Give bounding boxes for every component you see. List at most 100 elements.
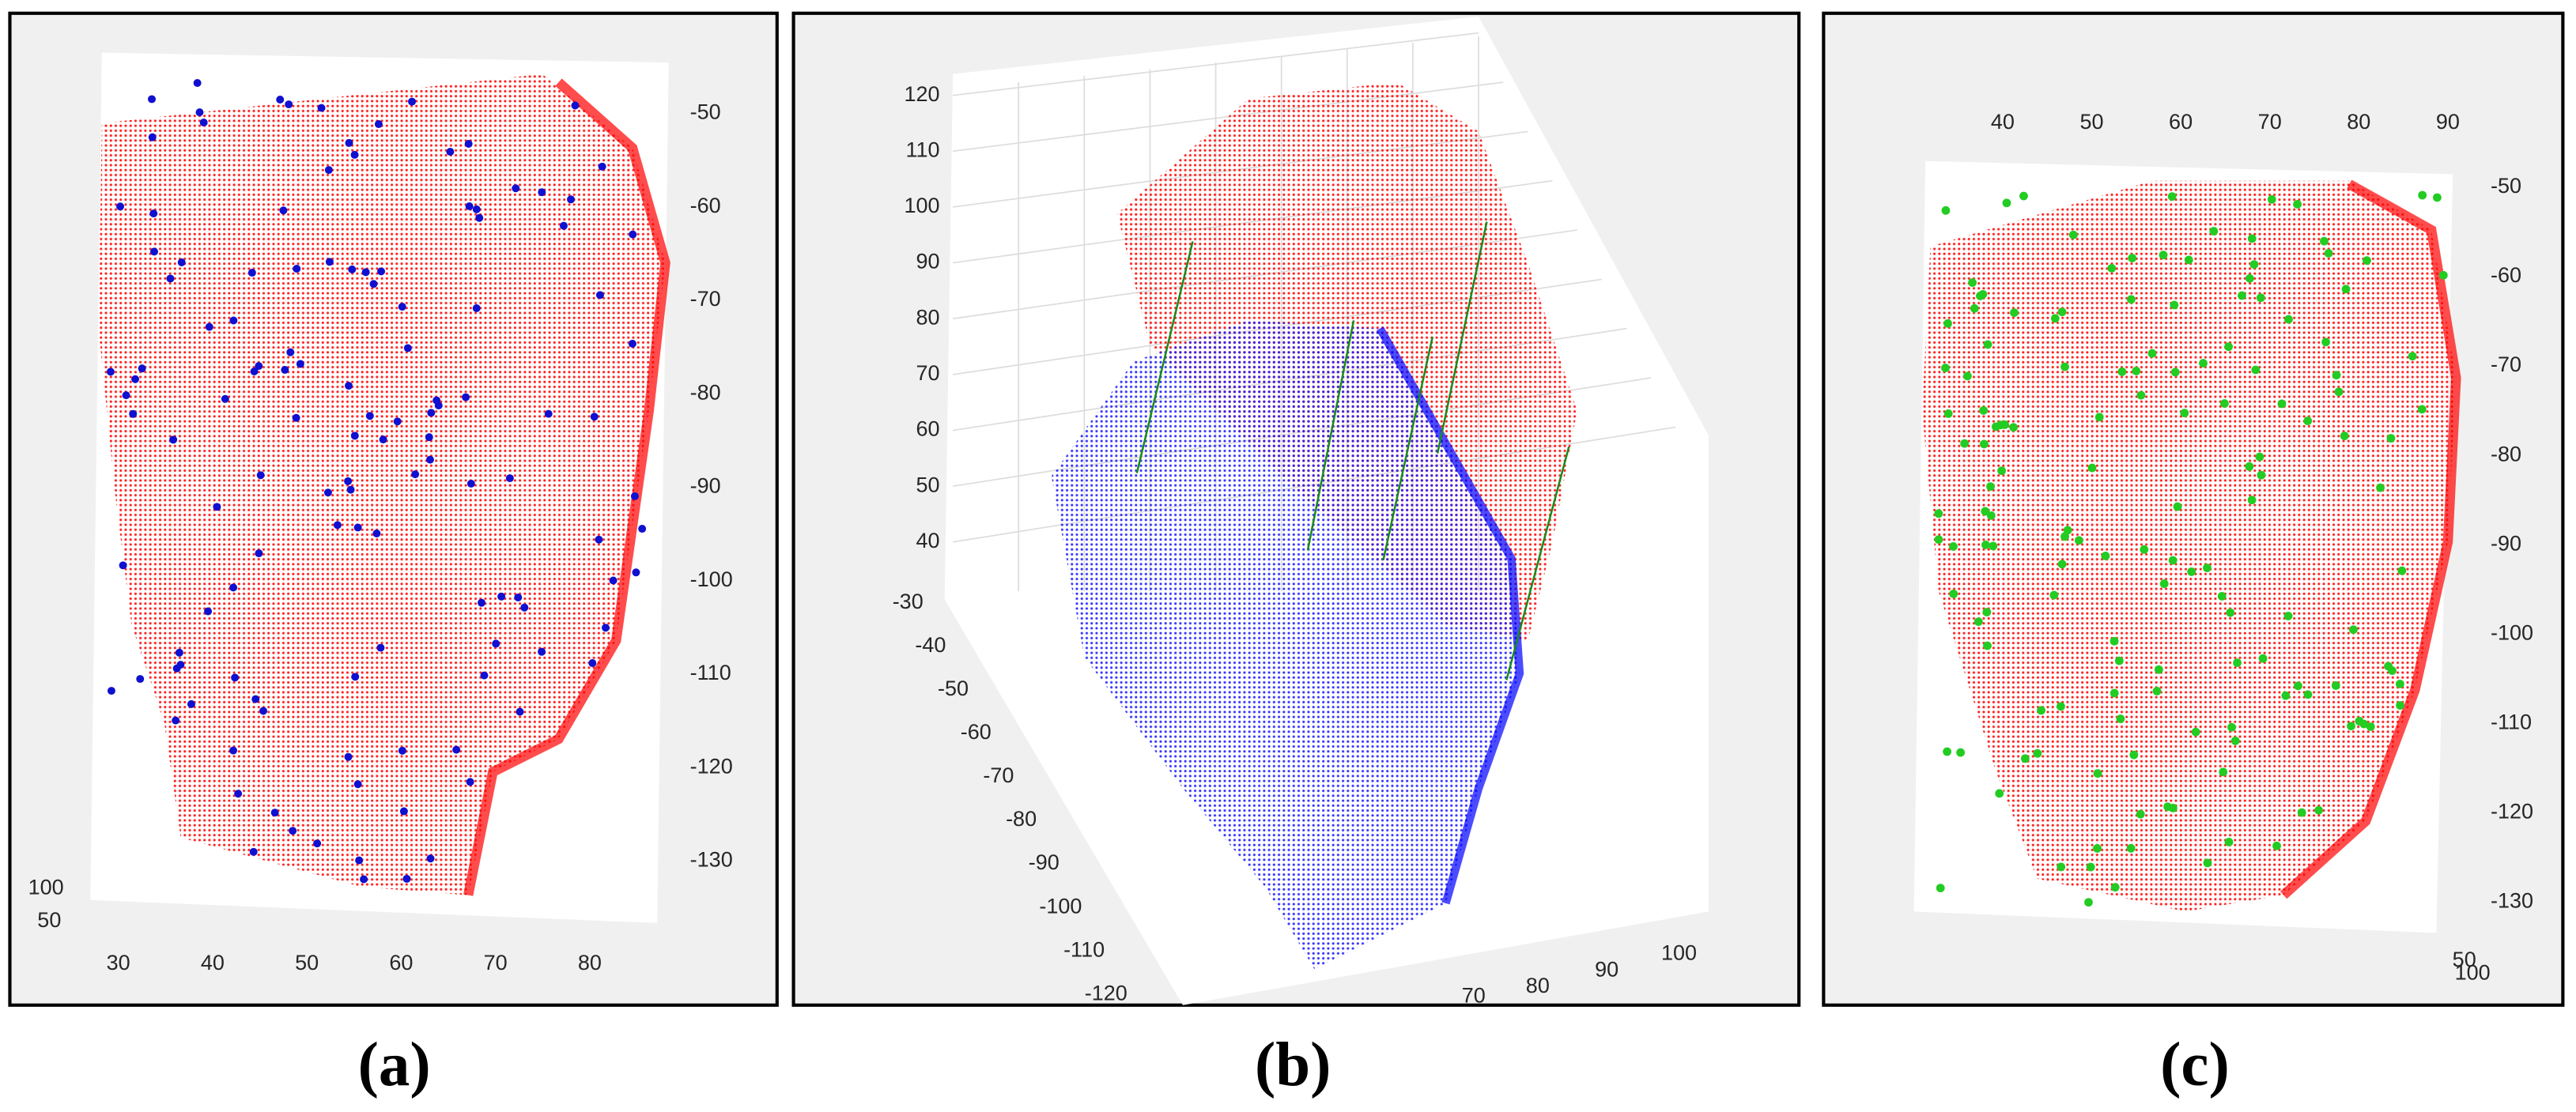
landmark: [2057, 560, 2067, 569]
landmark: [402, 874, 411, 883]
landmark: [281, 366, 289, 375]
landmark: [512, 184, 520, 193]
landmark: [344, 752, 353, 761]
landmark: [2203, 858, 2212, 868]
landmark: [399, 807, 408, 816]
tick-label: -130: [690, 847, 733, 871]
landmark: [426, 854, 435, 863]
tick-label: 70: [2258, 110, 2282, 134]
landmark: [231, 673, 240, 682]
tick-label: 80: [2347, 110, 2370, 134]
landmark: [452, 745, 461, 754]
landmark: [2224, 342, 2233, 352]
point-cloud-edge: [2279, 179, 2461, 899]
landmark: [1986, 511, 1996, 520]
tick-label: 70: [916, 361, 939, 385]
landmark: [1979, 439, 1989, 449]
tick-label: 80: [916, 305, 939, 329]
tick-label: -50: [938, 677, 969, 700]
landmark: [2359, 719, 2369, 729]
landmark: [567, 195, 575, 204]
landmark: [472, 303, 481, 312]
landmark: [172, 716, 180, 725]
landmark: [2074, 536, 2083, 545]
landmark: [2363, 256, 2371, 266]
landmark: [2168, 804, 2178, 812]
landmark: [1970, 303, 1979, 313]
landmark: [472, 205, 481, 213]
landmark: [398, 746, 406, 755]
landmark: [2272, 841, 2281, 850]
landmark: [1997, 466, 2007, 476]
landmark: [2303, 690, 2313, 699]
landmark: [2060, 362, 2069, 371]
landmark: [2321, 337, 2330, 347]
landmark: [205, 322, 213, 331]
landmark: [2303, 417, 2313, 425]
landmark: [286, 348, 295, 356]
landmark: [1974, 617, 1983, 627]
landmark: [175, 648, 183, 657]
landmark: [2284, 315, 2293, 324]
landmark: [478, 598, 486, 607]
landmark: [2220, 399, 2229, 408]
tick-label: -50: [2491, 174, 2521, 198]
landmark: [2395, 680, 2404, 688]
landmark: [2057, 702, 2065, 711]
landmark: [2433, 193, 2442, 202]
landmark: [2438, 270, 2448, 280]
tick-label: -40: [915, 633, 946, 657]
landmark: [544, 409, 553, 418]
tick-label: 80: [578, 951, 602, 974]
landmark: [251, 695, 260, 703]
landmark: [2159, 251, 2168, 260]
landmark: [2068, 230, 2078, 239]
landmark: [376, 643, 385, 652]
tick-label: 40: [916, 529, 939, 552]
landmark: [590, 413, 599, 421]
landmark: [377, 267, 386, 276]
landmark: [2170, 368, 2180, 377]
landmark: [2283, 611, 2293, 620]
landmark: [2132, 367, 2141, 375]
landmark: [259, 707, 268, 715]
landmark: [2093, 844, 2102, 853]
landmark: [199, 119, 208, 127]
landmark: [598, 162, 606, 171]
landmark: [2101, 552, 2110, 560]
landmark: [2060, 532, 2069, 541]
landmark: [325, 258, 334, 266]
landmark: [2191, 727, 2200, 737]
landmark: [2384, 662, 2393, 671]
landmark: [195, 108, 204, 117]
tick-label: 120: [904, 82, 939, 106]
landmark: [285, 100, 293, 109]
landmark: [1960, 439, 1970, 448]
tick-label: 40: [1991, 110, 2015, 134]
landmark: [279, 206, 288, 215]
landmark: [2152, 687, 2162, 695]
landmark: [628, 339, 636, 348]
landmark: [1983, 641, 1992, 650]
landmark: [2417, 405, 2427, 414]
landmark: [629, 230, 637, 239]
landmark: [2247, 234, 2257, 243]
landmark: [2159, 579, 2169, 588]
point-cloud: [1051, 320, 1520, 970]
landmark: [480, 671, 489, 680]
landmark: [403, 344, 412, 352]
landmark: [1943, 319, 1952, 328]
tick-label: -100: [690, 567, 733, 591]
tick-label: -130: [2491, 888, 2533, 912]
landmark: [148, 95, 156, 104]
landmark: [2245, 273, 2254, 283]
landmark: [2331, 681, 2340, 690]
landmark: [177, 258, 186, 266]
landmark: [2187, 567, 2196, 576]
landmark: [1956, 748, 1966, 757]
landmark: [2184, 255, 2193, 265]
landmark: [2180, 409, 2189, 418]
landmark: [234, 790, 243, 798]
caption: (c): [2160, 1031, 2230, 1099]
